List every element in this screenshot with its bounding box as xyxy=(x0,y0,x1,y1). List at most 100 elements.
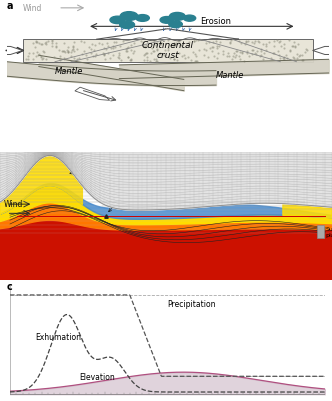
Point xyxy=(42,50,47,57)
Point xyxy=(179,54,184,61)
Point xyxy=(181,53,187,59)
Point xyxy=(89,51,94,57)
Point xyxy=(249,47,254,54)
Point xyxy=(69,50,74,57)
Point xyxy=(60,49,65,55)
Point xyxy=(49,41,55,48)
Point xyxy=(79,51,85,58)
Point xyxy=(186,55,191,61)
Point xyxy=(125,55,131,61)
Point xyxy=(209,45,215,51)
Text: b: b xyxy=(2,155,9,165)
Point xyxy=(254,51,259,58)
Point xyxy=(174,41,179,47)
Point xyxy=(26,51,32,57)
Point xyxy=(131,41,136,47)
Point xyxy=(287,49,292,55)
Bar xyxy=(317,226,324,239)
Point xyxy=(172,42,177,49)
Point xyxy=(167,55,173,62)
Point xyxy=(282,42,287,48)
Point xyxy=(300,58,306,64)
Point xyxy=(65,49,70,56)
Point xyxy=(221,51,226,58)
Point xyxy=(144,58,149,65)
Point xyxy=(57,54,63,60)
Point xyxy=(144,54,150,61)
Point xyxy=(105,51,111,57)
Point xyxy=(194,54,199,60)
Text: Wind: Wind xyxy=(23,4,42,12)
Circle shape xyxy=(110,17,125,24)
Text: Precipitation: Precipitation xyxy=(168,299,216,308)
Point xyxy=(33,38,38,45)
Point xyxy=(296,42,301,49)
Circle shape xyxy=(136,16,149,22)
Point xyxy=(174,57,180,64)
Point xyxy=(216,50,221,57)
Point xyxy=(69,53,74,60)
Point xyxy=(61,56,66,63)
Point xyxy=(193,38,199,45)
Point xyxy=(155,47,160,53)
Point xyxy=(112,45,118,51)
Point xyxy=(109,45,114,52)
Point xyxy=(154,47,160,54)
Point xyxy=(196,48,202,55)
Point xyxy=(162,48,168,54)
Point xyxy=(236,38,242,45)
Circle shape xyxy=(169,13,185,21)
Point xyxy=(30,51,35,57)
Point xyxy=(230,56,235,63)
Point xyxy=(124,49,129,55)
Point xyxy=(65,48,70,54)
Point xyxy=(40,56,45,63)
Point xyxy=(239,51,244,57)
Point xyxy=(71,39,77,46)
Point xyxy=(113,40,119,47)
Point xyxy=(263,41,268,48)
Point xyxy=(144,51,150,57)
Point xyxy=(53,41,59,47)
Point xyxy=(115,55,121,61)
Point xyxy=(121,39,126,46)
Point xyxy=(227,41,232,47)
Point xyxy=(111,44,116,51)
Point xyxy=(269,56,274,63)
Bar xyxy=(23,40,313,63)
Point xyxy=(281,55,286,61)
Point xyxy=(125,46,130,52)
Point xyxy=(148,51,154,57)
Circle shape xyxy=(120,22,134,29)
Point xyxy=(232,54,237,61)
Point xyxy=(191,38,197,45)
Point xyxy=(70,45,75,51)
Point xyxy=(26,57,31,63)
Point xyxy=(241,59,246,65)
Text: c: c xyxy=(7,282,13,292)
Point xyxy=(30,41,36,48)
Point xyxy=(43,42,48,48)
Point xyxy=(51,55,57,61)
Point xyxy=(161,53,166,59)
Point xyxy=(204,41,209,47)
Point xyxy=(292,43,297,50)
Circle shape xyxy=(184,16,196,22)
Point xyxy=(224,54,230,60)
Point xyxy=(61,49,66,55)
Point xyxy=(141,53,146,59)
Point xyxy=(129,58,134,64)
Point xyxy=(151,56,156,63)
Point xyxy=(171,44,177,50)
Point xyxy=(75,57,80,63)
Point xyxy=(169,43,174,49)
Point xyxy=(149,46,155,52)
Point xyxy=(226,53,232,60)
Point xyxy=(249,51,254,58)
Point xyxy=(243,38,248,45)
Text: Exhumation: Exhumation xyxy=(35,332,81,341)
Point xyxy=(89,41,95,48)
Point xyxy=(272,51,277,57)
Point xyxy=(53,45,58,51)
Point xyxy=(217,39,223,46)
